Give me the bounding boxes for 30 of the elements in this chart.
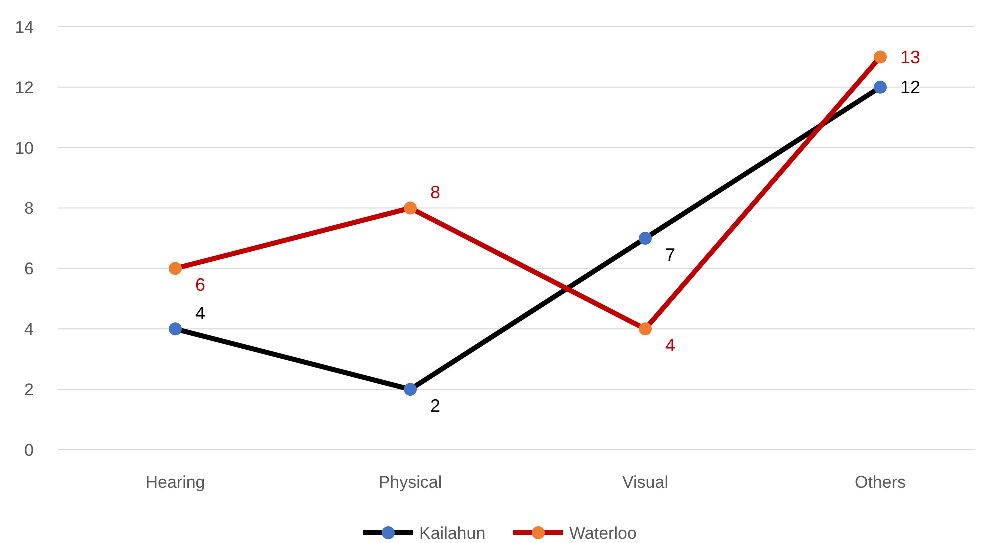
data-label: 12 — [900, 78, 921, 98]
legend-label: Waterloo — [570, 524, 637, 543]
y-tick-label: 12 — [15, 78, 34, 98]
y-tick-label: 8 — [24, 199, 34, 218]
point — [874, 50, 887, 64]
point — [169, 262, 182, 276]
point — [404, 202, 417, 215]
point — [639, 232, 652, 245]
data-label: 8 — [430, 182, 441, 203]
x-tick-label: Others — [854, 473, 906, 492]
y-tick-label: 2 — [24, 380, 34, 400]
x-tick-label: Physical — [378, 473, 442, 492]
point — [404, 383, 417, 396]
data-label: 4 — [666, 335, 676, 356]
data-label: 13 — [900, 48, 921, 68]
point — [639, 322, 652, 336]
legend-label: Kailahun — [420, 524, 486, 543]
y-tick-label: 10 — [15, 138, 34, 158]
y-tick-label: 14 — [15, 18, 34, 37]
data-label: 7 — [666, 244, 676, 265]
data-label: 2 — [430, 396, 441, 416]
x-tick-label: Hearing — [146, 473, 206, 492]
point — [874, 80, 887, 94]
data-label: 6 — [196, 275, 206, 296]
data-label: 4 — [196, 303, 206, 324]
x-tick-label: Visual — [622, 473, 668, 492]
y-tick-label: 4 — [24, 320, 34, 340]
y-tick-label: 0 — [24, 440, 34, 460]
point — [169, 322, 182, 336]
y-tick-label: 6 — [24, 260, 34, 279]
